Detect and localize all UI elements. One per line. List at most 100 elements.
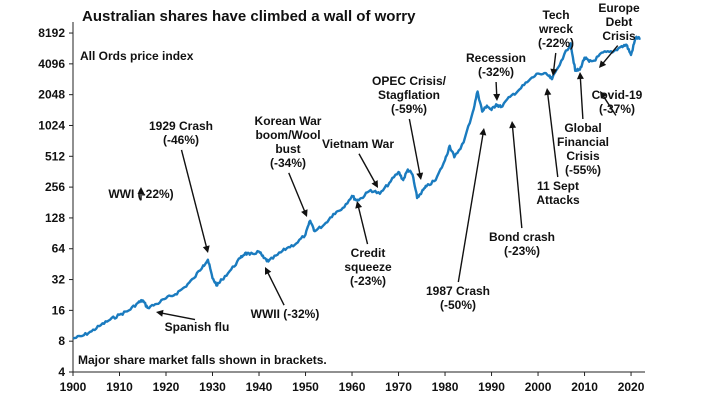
series-line <box>72 35 641 340</box>
annotation-arrow-head <box>544 88 552 96</box>
annotation-label: (-59%) <box>391 102 427 116</box>
y-tick-label: 1024 <box>38 118 65 132</box>
annotation-arrow-line <box>357 205 369 245</box>
annotation-arrow-head <box>301 209 308 217</box>
annotation: OPEC Crisis/Stagflation(-59%) <box>372 74 447 180</box>
y-tick-label: 512 <box>45 149 65 163</box>
annotation-arrow-head <box>156 309 164 317</box>
annotation-label: Attacks <box>536 193 580 207</box>
annotation-label: (-23%) <box>350 274 386 288</box>
x-tick-label: 1970 <box>385 380 412 394</box>
annotation-label: Financial <box>557 135 609 149</box>
annotation-label: OPEC Crisis/ <box>372 74 447 88</box>
annotation-label: Covid-19 <box>592 88 643 102</box>
annotation-arrow-head <box>371 180 378 188</box>
chart-series <box>72 35 641 340</box>
annotation-arrow-line <box>552 52 557 72</box>
annotation-arrow-head <box>599 60 607 68</box>
annotation-label: Korean War <box>255 114 322 128</box>
chart-title: Australian shares have climbed a wall of… <box>82 8 416 25</box>
annotation-arrow-line <box>579 76 584 120</box>
annotation-label: wreck <box>538 22 573 36</box>
annotation-label: (-22%) <box>538 36 574 50</box>
annotation-arrow-head <box>202 245 210 253</box>
annotation-label: Recession <box>466 51 526 65</box>
annotation-label: (-37%) <box>599 102 635 116</box>
y-tick-label: 8192 <box>38 26 65 40</box>
chart-axes <box>69 22 645 376</box>
x-tick-label: 1950 <box>292 380 319 394</box>
annotation-label: Tech <box>542 8 569 22</box>
annotation-arrow-line <box>601 45 619 65</box>
annotation: 1929 Crash(-46%) <box>149 119 213 253</box>
annotation-arrow-line <box>180 149 208 249</box>
annotation-arrow-head <box>265 267 272 275</box>
annotation-arrow-line <box>358 153 377 184</box>
annotation: Spanish flu <box>156 309 230 334</box>
chart-footnote: Major share market falls shown in bracke… <box>78 353 327 367</box>
x-tick-label: 1980 <box>432 380 459 394</box>
x-tick-label: 2010 <box>571 380 598 394</box>
annotation-label: (-34%) <box>270 156 306 170</box>
annotation: Covid-19(-37%) <box>592 88 643 116</box>
y-tick-label: 2048 <box>38 88 65 102</box>
annotation-label: Spanish flu <box>165 320 230 334</box>
y-tick-label: 8 <box>58 334 65 348</box>
annotation: WWI (-22%) <box>108 187 174 201</box>
annotation-arrow-head <box>416 172 424 180</box>
x-tick-label: 2020 <box>618 380 645 394</box>
y-tick-label: 4096 <box>38 57 65 71</box>
x-tick-label: 1930 <box>199 380 226 394</box>
annotation-label: Credit <box>351 246 386 260</box>
annotation-arrow-line <box>266 271 285 306</box>
annotation-arrow-line <box>457 132 484 283</box>
x-tick-label: 1900 <box>60 380 87 394</box>
annotation-label: (-46%) <box>163 133 199 147</box>
annotation-arrow-head <box>600 91 607 99</box>
annotation-arrow-head <box>550 68 558 76</box>
annotation-label: Debt <box>606 15 633 29</box>
annotation-label: Vietnam War <box>322 137 394 151</box>
annotation-label: squeeze <box>344 260 392 274</box>
annotation-arrow-head <box>137 187 145 194</box>
chart-annotations: WWI (-22%) Spanish flu 1929 Crash(-46%) WWI… <box>108 1 642 334</box>
annotation-arrow-line <box>495 81 498 97</box>
x-tick-label: 1990 <box>478 380 505 394</box>
x-tick-label: 1960 <box>339 380 366 394</box>
annotation-arrow-line <box>408 118 421 176</box>
annotation-label: (-55%) <box>565 163 601 177</box>
annotation-label: (-32%) <box>478 65 514 79</box>
annotation-label: WWII (-32%) <box>251 307 320 321</box>
chart-subtitle: All Ords price index <box>80 49 194 63</box>
y-tick-label: 64 <box>52 242 66 256</box>
x-tick-label: 2000 <box>525 380 552 394</box>
y-tick-label: 128 <box>45 211 65 225</box>
annotation: Recession(-32%) <box>466 51 526 101</box>
annotation-label: Europe <box>598 1 640 15</box>
annotation: Vietnam War <box>322 137 394 188</box>
annotation-label: Stagflation <box>378 88 440 102</box>
annotation-label: 1929 Crash <box>149 119 213 133</box>
annotation-arrow-head <box>576 72 584 80</box>
annotation: 1987 Crash(-50%) <box>426 128 490 312</box>
annotation-label: (-23%) <box>504 244 540 258</box>
annotation-arrow-line <box>511 125 523 229</box>
x-tick-label: 1940 <box>246 380 273 394</box>
annotation-label: (-50%) <box>440 298 476 312</box>
y-tick-label: 16 <box>52 303 66 317</box>
annotation-label: Crisis <box>566 149 600 163</box>
annotation-arrow-head <box>493 93 501 101</box>
x-tick-label: 1910 <box>106 380 133 394</box>
annotation-arrow-line <box>602 94 617 116</box>
annotation-label: 11 Sept <box>537 179 579 193</box>
chart-tick-labels: 4 8 16 32 64 128 256 512 1024 2048 4096 8192 1900 191… <box>38 26 644 394</box>
y-tick-label: 32 <box>52 273 66 287</box>
annotation-label: 1987 Crash <box>426 284 490 298</box>
annotation-label: Crisis <box>602 29 636 43</box>
annotation-label: boom/Wool <box>255 128 320 142</box>
